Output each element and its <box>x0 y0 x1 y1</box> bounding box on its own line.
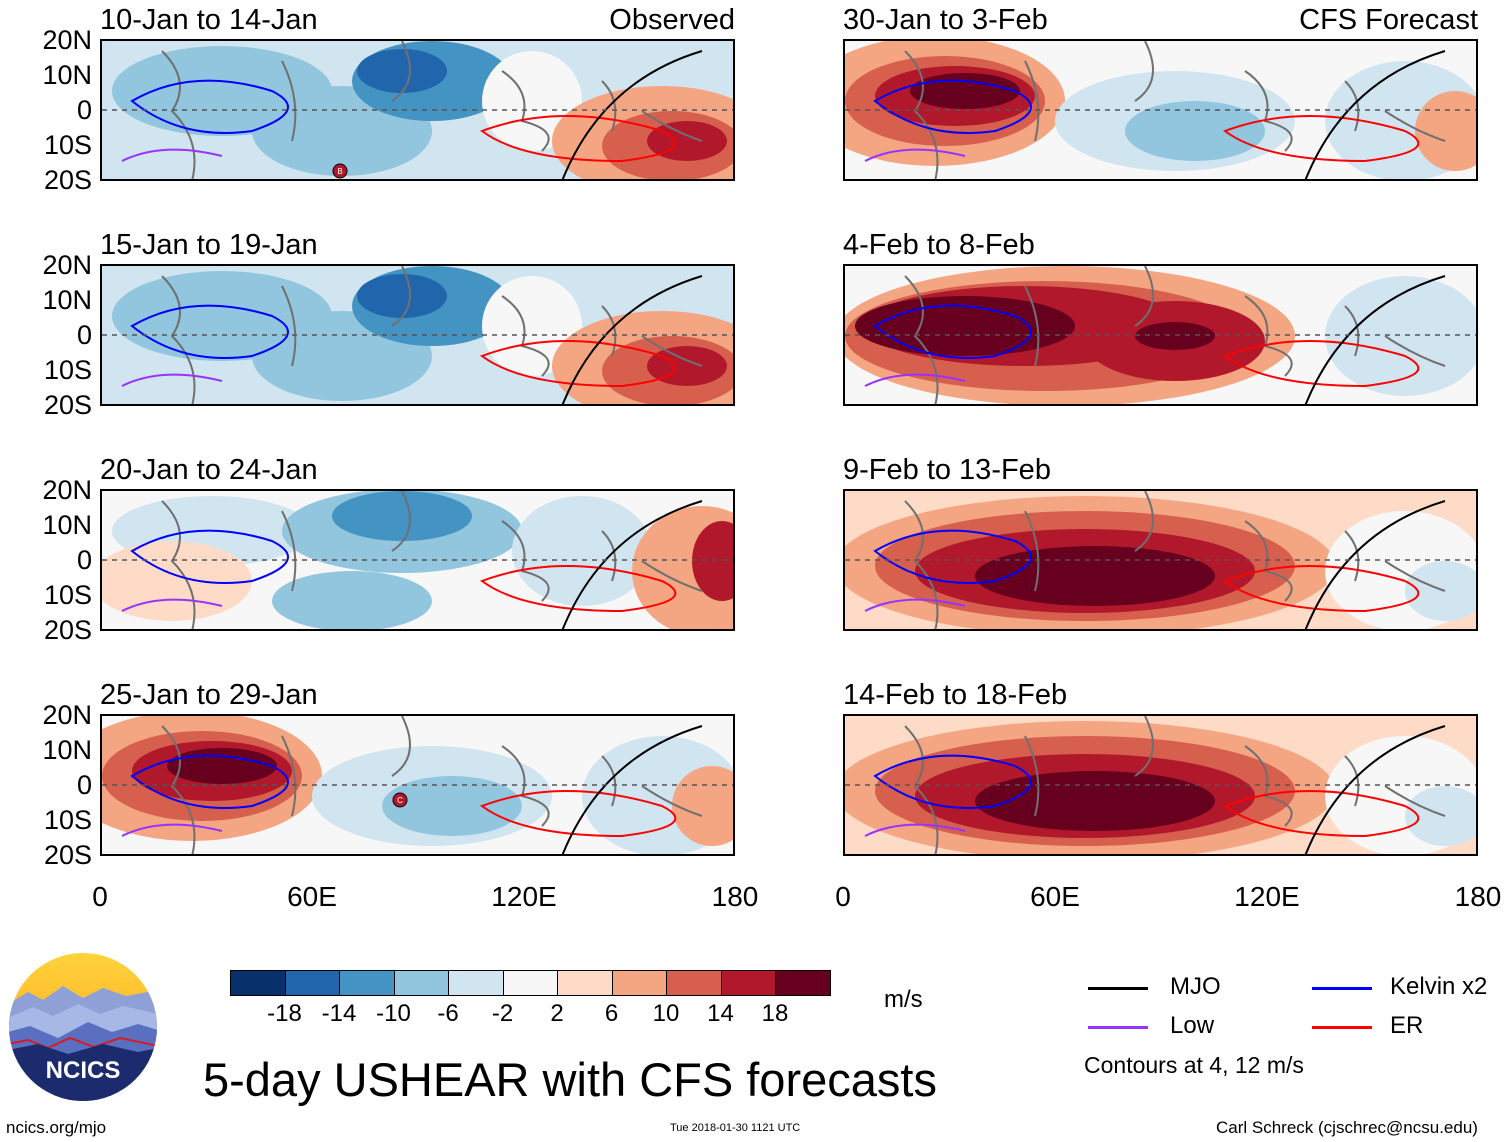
latitude-label: 20S <box>43 165 92 195</box>
panel-field <box>845 491 1476 629</box>
latitude-label: 0 <box>76 95 92 125</box>
longitude-label: 60E <box>1030 881 1080 912</box>
latitude-label: 10S <box>43 355 92 385</box>
panel-title: 14-Feb to 18-Feb <box>843 679 1068 711</box>
colorbar-tick-label: -10 <box>376 1000 411 1027</box>
cyclone-icon <box>332 163 348 179</box>
panel-title: 25-Jan to 29-Jan <box>100 679 318 711</box>
main-title: 5-day USHEAR with CFS forecasts <box>203 1053 937 1106</box>
map-panel <box>100 264 735 406</box>
longitude-label: 0 <box>92 881 108 912</box>
panel-source-label: CFS Forecast <box>1299 4 1478 36</box>
latitude-label: 10S <box>43 580 92 610</box>
map-panel <box>843 489 1478 631</box>
colorbar-tick-label: -6 <box>437 1000 459 1027</box>
colorbar-swatch <box>448 970 504 996</box>
map-panel <box>843 39 1478 181</box>
colorbar-swatch <box>502 970 558 996</box>
map-panel <box>843 264 1478 406</box>
map-panel <box>843 714 1478 856</box>
colorbar-swatch <box>339 970 395 996</box>
map-panel <box>100 489 735 631</box>
logo-text: NCICS <box>46 1057 121 1084</box>
panel-field: B <box>102 41 733 179</box>
colorbar-swatch <box>393 970 449 996</box>
colorbar-swatch <box>611 970 667 996</box>
panel-title: 20-Jan to 24-Jan <box>100 454 318 486</box>
longitude-label: 180 <box>1454 881 1502 912</box>
low-legend-line <box>1088 1026 1148 1029</box>
longitude-label: 60E <box>287 881 337 912</box>
colorbar-tick-label: 6 <box>604 1000 619 1027</box>
colorbar-tick-label: -14 <box>321 1000 357 1027</box>
panel-title: 4-Feb to 8-Feb <box>843 229 1035 261</box>
colorbar-swatch <box>557 970 613 996</box>
latitude-label: 10S <box>43 805 92 835</box>
panel-title: 10-Jan to 14-Jan <box>100 4 318 36</box>
latitude-label: 10N <box>42 510 92 540</box>
latitude-label: 0 <box>76 770 92 800</box>
legend-mjo-label: MJO <box>1170 973 1221 1000</box>
panel-field: C <box>102 716 733 854</box>
cyclone-label: C <box>397 796 403 805</box>
colorbar-tick-label: 18 <box>761 1000 789 1027</box>
colorbar-swatch <box>284 970 340 996</box>
latitude-label: 20N <box>42 475 92 505</box>
colorbar-swatch <box>720 970 776 996</box>
panel-field <box>845 41 1476 179</box>
map-panel: B <box>100 39 735 181</box>
panel-field <box>102 491 733 629</box>
footer-timestamp: Tue 2018-01-30 1121 UTC <box>670 1122 801 1134</box>
latitude-label: 20N <box>42 700 92 730</box>
latitude-label: 20S <box>43 390 92 420</box>
panel-field <box>102 266 733 404</box>
longitude-label: 0 <box>835 881 851 912</box>
longitude-label: 180 <box>711 881 759 912</box>
colorbar-swatch <box>666 970 722 996</box>
colorbar-tick-label: -18 <box>267 1000 302 1027</box>
latitude-label: 20S <box>43 840 92 870</box>
cyclone-label: B <box>337 167 342 176</box>
ncics-logo: NCICS <box>8 952 158 1102</box>
panel-title: 30-Jan to 3-Feb <box>843 4 1048 36</box>
panel-title: 9-Feb to 13-Feb <box>843 454 1051 486</box>
legend-kelvin-label: Kelvin x2 <box>1390 973 1488 1000</box>
legend-low-label: Low <box>1170 1012 1215 1039</box>
colorbar-tick-label: 10 <box>652 1000 680 1027</box>
latitude-label: 20N <box>42 250 92 280</box>
ncics-logo-icon: NCICS <box>9 953 157 1101</box>
colorbar-tick-label: 2 <box>550 1000 564 1027</box>
longitude-label: 120E <box>1234 881 1300 912</box>
latitude-label: 10N <box>42 285 92 315</box>
footer-url[interactable]: ncics.org/mjo <box>6 1118 107 1137</box>
panel-field <box>845 716 1476 854</box>
panel-source-label: Observed <box>609 4 735 36</box>
footer-author[interactable]: Carl Schreck (cjschrec@ncsu.edu) <box>1216 1118 1478 1137</box>
longitude-label: 120E <box>491 881 557 912</box>
kelvin-legend-line <box>1312 987 1372 990</box>
er-legend-line <box>1312 1026 1372 1029</box>
panel-title: 15-Jan to 19-Jan <box>100 229 318 261</box>
latitude-label: 0 <box>76 320 92 350</box>
latitude-label: 10S <box>43 130 92 160</box>
colorbar-tick-label: -2 <box>491 1000 514 1027</box>
colorbar-swatch <box>230 970 286 996</box>
latitude-label: 10N <box>42 60 92 90</box>
map-panel: C <box>100 714 735 856</box>
contour-note: Contours at 4, 12 m/s <box>1084 1052 1304 1078</box>
colorbar-tick-label: 14 <box>707 1000 734 1027</box>
latitude-label: 10N <box>42 735 92 765</box>
latitude-label: 20N <box>42 25 92 55</box>
colorbar-swatch <box>775 970 831 996</box>
latitude-label: 0 <box>76 545 92 575</box>
cyclone-icon <box>392 792 408 808</box>
panel-field <box>845 266 1476 404</box>
colorbar-units: m/s <box>884 986 923 1013</box>
legend-er-label: ER <box>1390 1012 1424 1039</box>
mjo-legend-line <box>1088 987 1148 990</box>
latitude-label: 20S <box>43 615 92 645</box>
